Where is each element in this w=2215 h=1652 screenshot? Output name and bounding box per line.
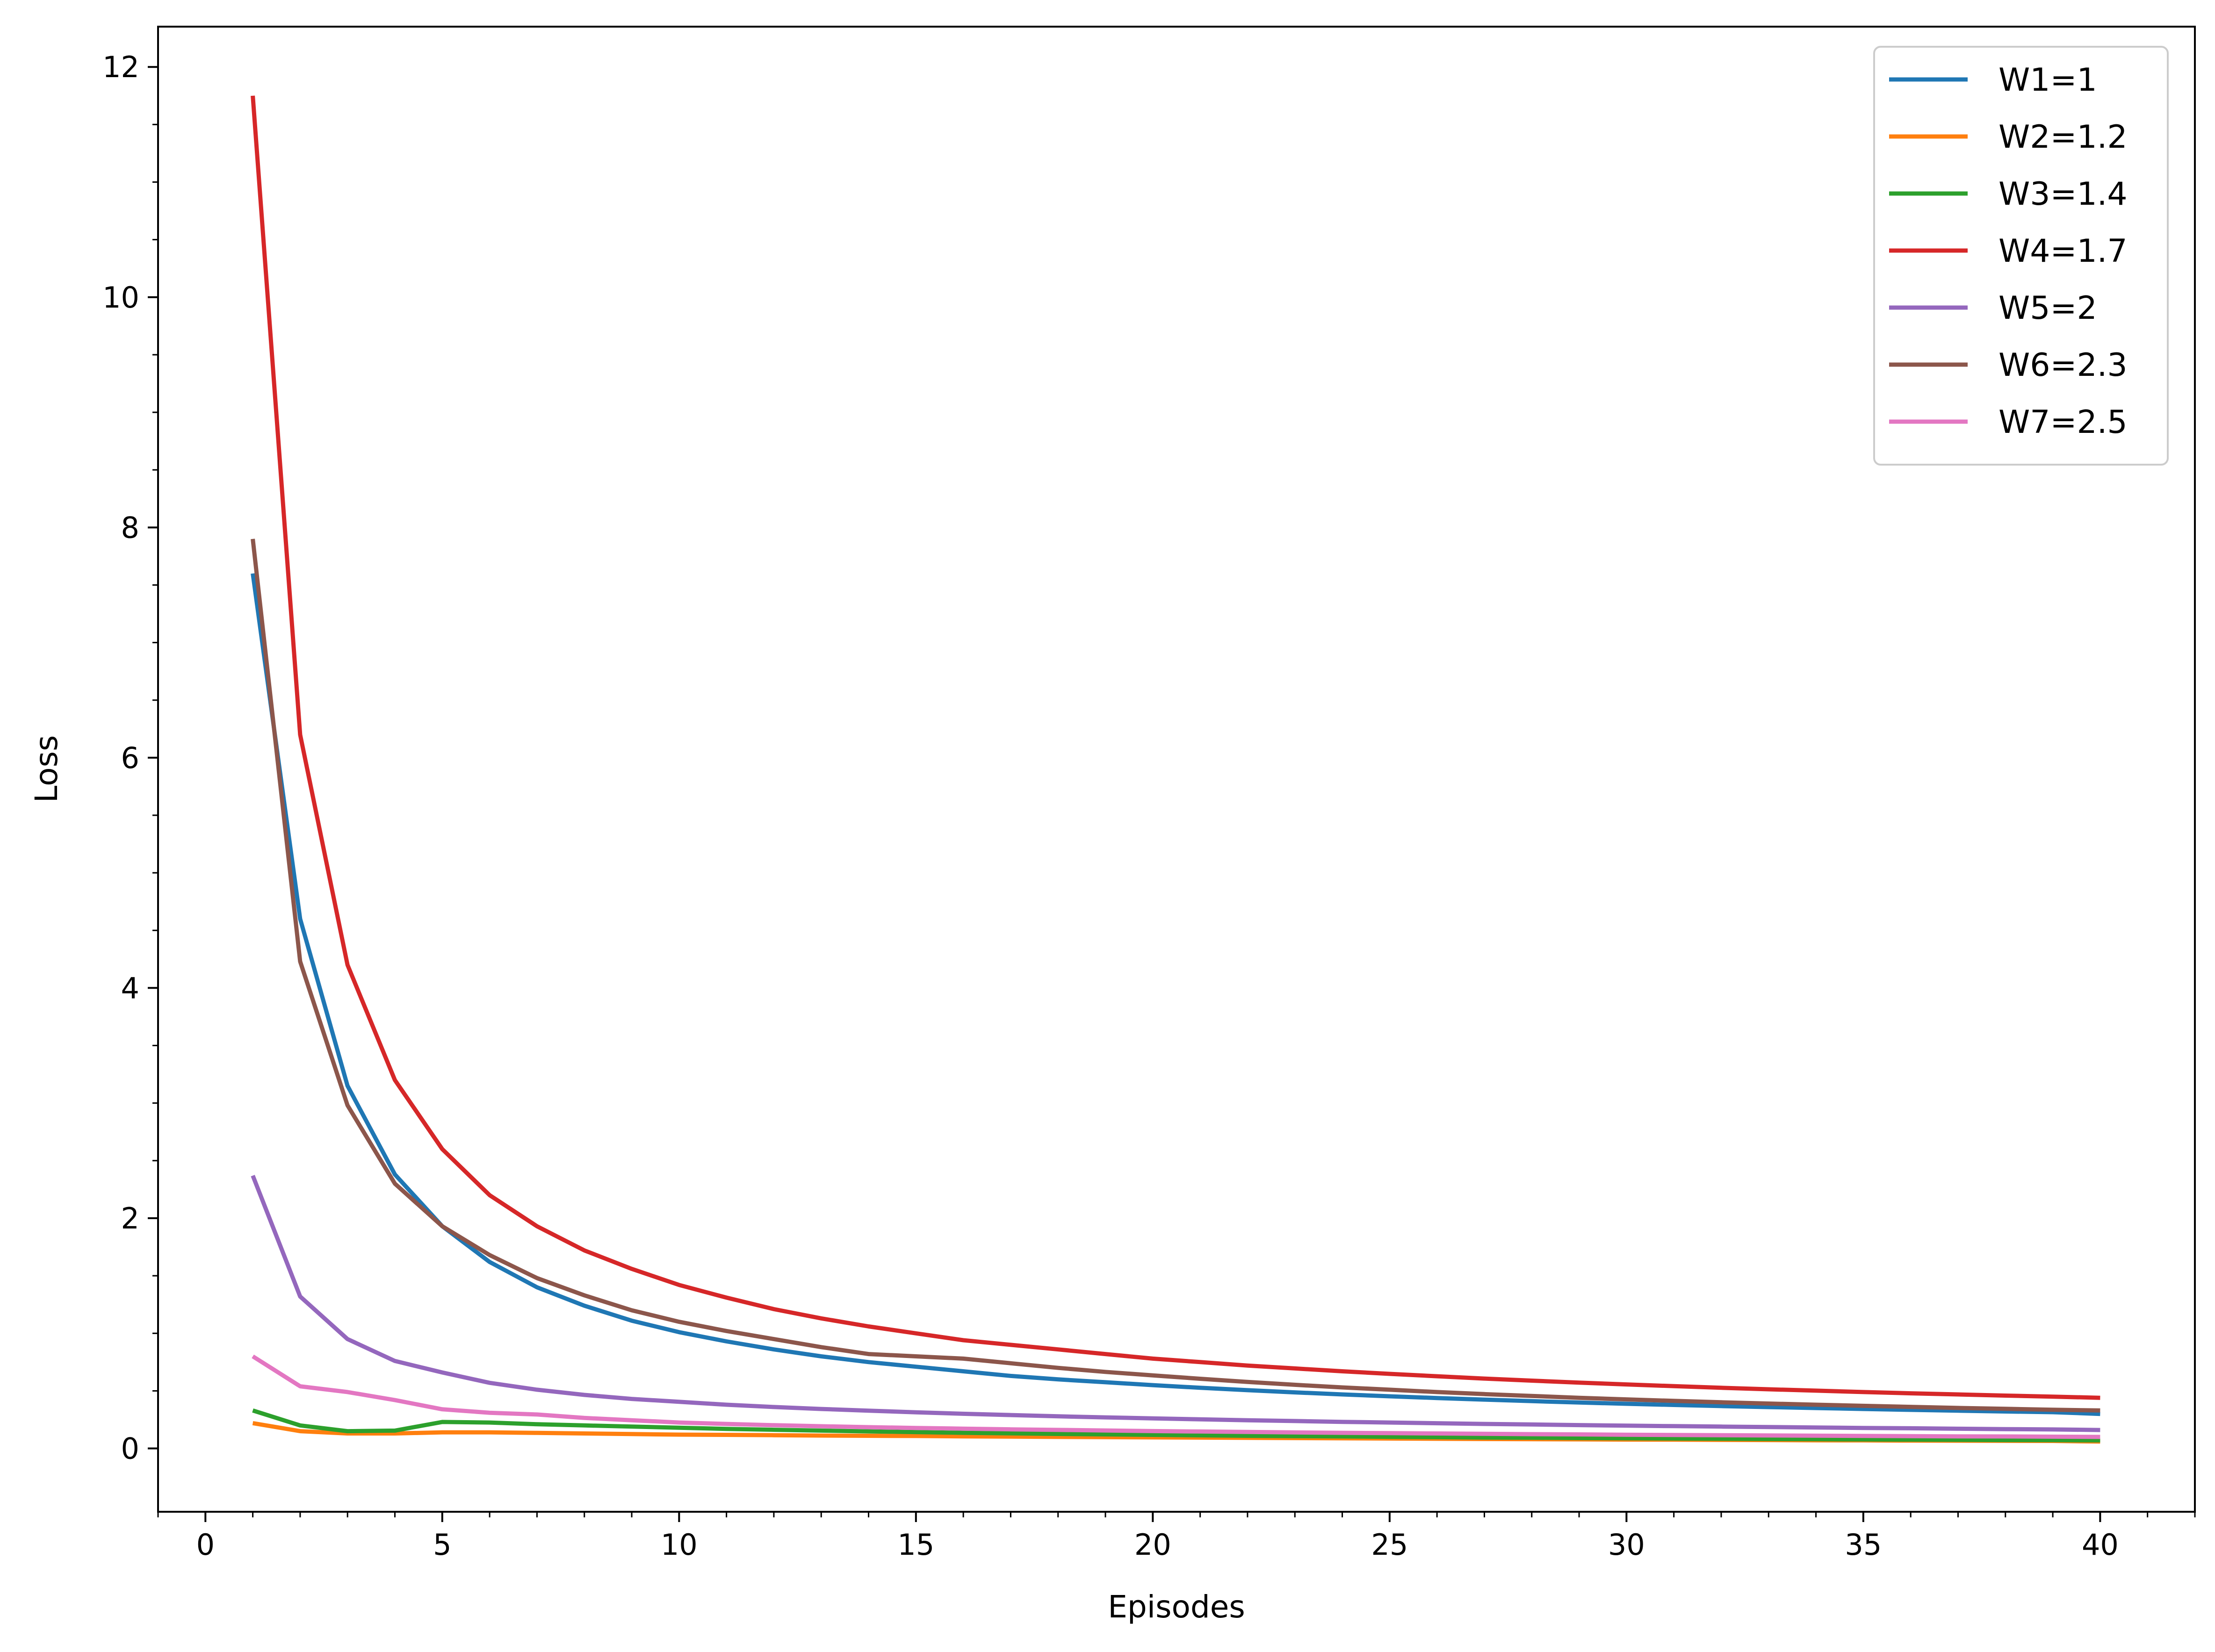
x-tick-label: 35 [1845, 1528, 1882, 1562]
x-tick-label: 20 [1134, 1528, 1171, 1562]
y-tick-label: 2 [121, 1201, 139, 1235]
series-line-1 [251, 573, 2100, 1416]
x-tick-label: 25 [1371, 1528, 1408, 1562]
x-tick-label: 10 [661, 1528, 698, 1562]
legend-label: W3=1.4 [1999, 176, 2128, 213]
y-axis: 0 2 4 6 8 10 12 [102, 50, 158, 1466]
y-tick-label: 4 [121, 971, 139, 1005]
series-line-3 [252, 1408, 2100, 1443]
series-lines [251, 95, 2100, 1444]
legend-label: W1=1 [1999, 62, 2097, 99]
x-tick-label: 30 [1608, 1528, 1645, 1562]
y-axis-title: Loss [29, 735, 65, 803]
legend-label: W2=1.2 [1999, 119, 2128, 156]
legend-box [1873, 46, 2169, 466]
legend-label: W7=2.5 [1999, 404, 2128, 441]
y-tick-label: 8 [121, 510, 139, 545]
x-tick-label: 5 [433, 1528, 451, 1562]
y-tick-label: 12 [102, 50, 139, 84]
legend-label: W4=1.7 [1999, 233, 2128, 270]
x-axis: 0 5 10 15 20 25 30 35 40 [157, 1512, 2196, 1562]
x-tick-label: 0 [196, 1528, 215, 1562]
legend-label: W6=2.3 [1999, 347, 2128, 384]
x-axis-title: Episodes [1108, 1589, 1245, 1625]
legend-label: W5=2 [1999, 290, 2097, 327]
series-line-6 [251, 539, 2100, 1413]
x-tick-label: 15 [897, 1528, 934, 1562]
plot-frame [157, 26, 2196, 1513]
y-tick-label: 10 [102, 280, 139, 315]
x-tick-label: 40 [2082, 1528, 2119, 1562]
series-line-4 [251, 95, 2100, 1400]
y-tick-label: 0 [121, 1432, 139, 1466]
series-line-7 [252, 1354, 2100, 1439]
y-tick-label: 6 [121, 741, 139, 775]
series-line-5 [251, 1175, 2100, 1432]
legend: W1=1 W2=1.2 W3=1.4 W4=1.7 W5=2 W6=2.3 W7=2.5 [1873, 46, 2169, 466]
